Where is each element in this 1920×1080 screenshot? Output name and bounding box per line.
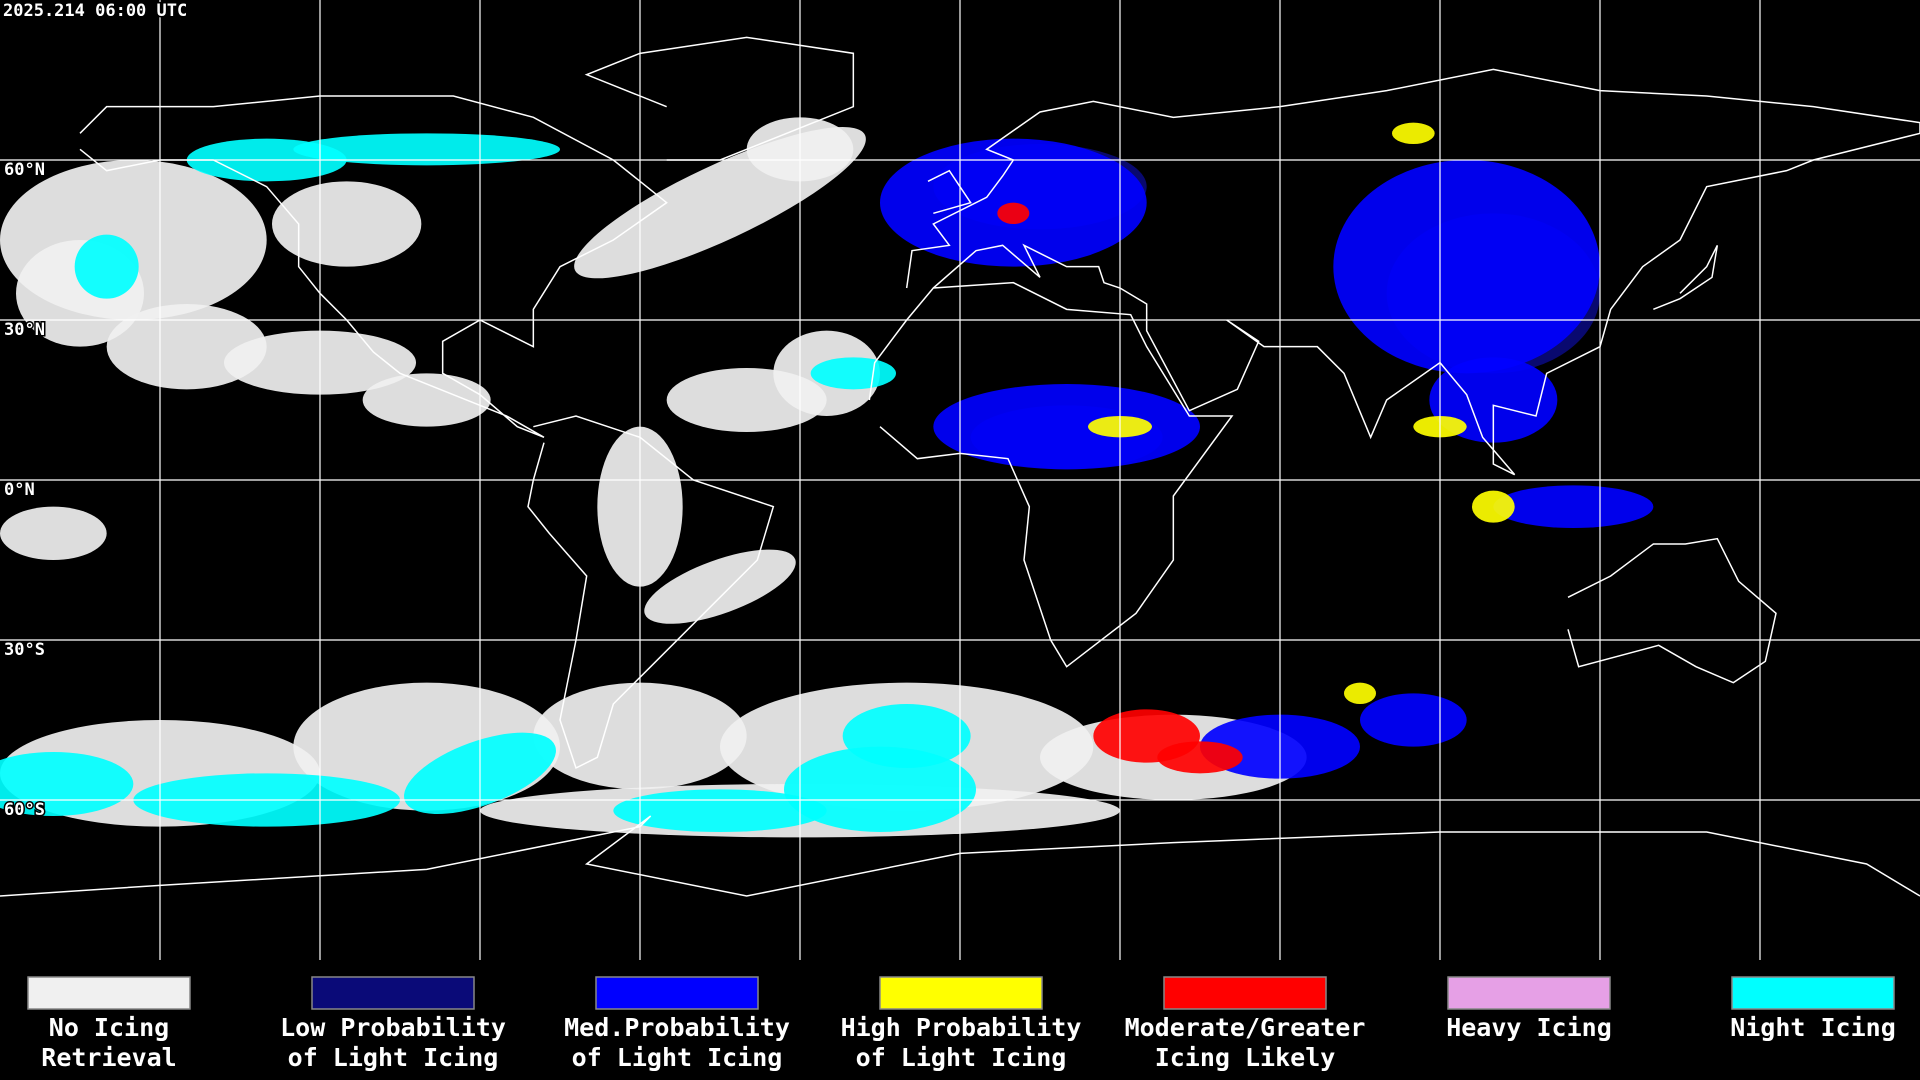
legend-label: of Light Icing [288,1043,499,1072]
legend-label: of Light Icing [572,1043,783,1072]
cloud-region [1392,122,1435,144]
cloud-region [842,704,971,768]
cloud-region [1360,693,1467,747]
cloud-region [784,746,976,832]
legend-label: No Icing [49,1013,169,1042]
coastline [905,68,1920,476]
legend-swatch [1163,976,1327,1010]
cloud-region [272,181,422,267]
coastline [527,415,775,770]
latitude-label: 0°N [4,480,35,500]
legend-label: High Probability [841,1013,1082,1042]
cloud-region [997,202,1030,224]
legend-label: Moderate/Greater [1125,1013,1366,1042]
legend-swatch [1731,976,1895,1010]
cloud-region [1493,485,1654,528]
legend-swatch [595,976,759,1010]
legend-swatch [311,976,475,1010]
coastline [1567,537,1777,684]
cloud-region [933,384,1200,470]
cloud-region [362,373,491,427]
latitude-label: 30°S [4,640,45,660]
cloud-region [810,357,896,390]
coastline [1653,244,1719,311]
coastline [0,815,1920,897]
legend-label: Med.Probability [564,1013,790,1042]
cloud-region [74,234,139,299]
cloud-region [1344,682,1376,704]
legend-label: of Light Icing [856,1043,1067,1072]
cloud-region [293,133,560,166]
timestamp: 2025.214 06:00 UTC [3,1,187,21]
legend-swatch [879,976,1043,1010]
legend-label: Icing Likely [1155,1043,1336,1072]
legend-label: Retrieval [41,1043,176,1072]
cloud-region [644,549,796,624]
legend-label: Night Icing [1730,1013,1896,1042]
legend-swatch [1447,976,1611,1010]
cloud-region [1333,160,1600,374]
cloud-region [1157,741,1243,774]
latitude-label: 60°S [4,800,45,820]
cloud-region [0,506,107,560]
latitude-labels: 60°N 30°N 0°N 30°S 60°S [3,159,47,822]
graticule [0,0,1920,960]
legend-label: Low Probability [280,1013,506,1042]
latitude-label: 60°N [4,160,45,180]
coastlines [0,36,1920,897]
cloud-region [613,789,827,833]
legend-label: Heavy Icing [1446,1013,1612,1042]
cloud-region [1472,490,1515,523]
legend-swatch [27,976,191,1010]
latitude-label: 30°N [4,320,45,340]
